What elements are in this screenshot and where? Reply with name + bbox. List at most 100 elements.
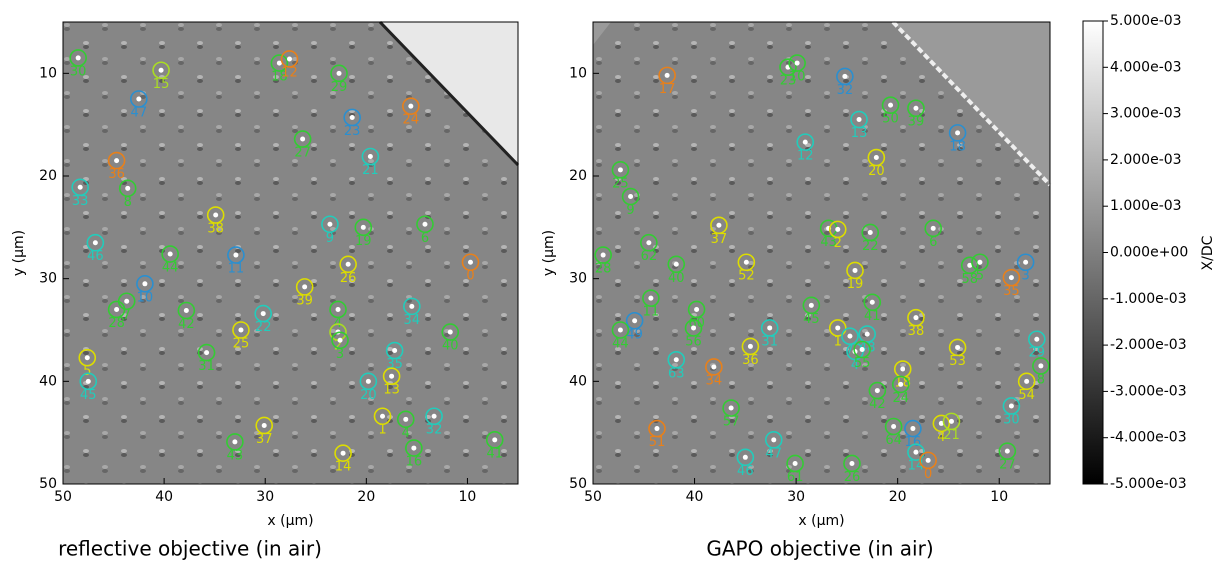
- marker: [904, 419, 922, 438]
- marker-label: 54: [1018, 388, 1035, 403]
- marker: [684, 319, 703, 337]
- y-axis-label: y (µm): [541, 230, 557, 276]
- spot-dot: [617, 167, 623, 173]
- y-tick-label: 20: [569, 168, 587, 184]
- spot-dot: [600, 252, 606, 258]
- spot-dot: [747, 343, 753, 349]
- spot-dot: [467, 259, 473, 265]
- marker-label: 24: [403, 113, 420, 128]
- marker-label: 36: [742, 353, 759, 368]
- spot-dot: [114, 158, 120, 164]
- marker-label: 6: [421, 231, 429, 246]
- marker-label: 13: [383, 383, 400, 398]
- marker-label: 21: [943, 428, 960, 443]
- marker-label: 7: [123, 308, 131, 323]
- y-tick-label: 50: [39, 476, 57, 492]
- marker-label: 35: [1003, 284, 1020, 299]
- marker: [741, 337, 760, 356]
- marker: [779, 58, 797, 76]
- spot-dot: [910, 426, 916, 432]
- spot-dot: [158, 67, 164, 73]
- x-tick-label: 30: [787, 489, 805, 505]
- spot-dot: [345, 261, 351, 267]
- marker: [405, 439, 423, 457]
- spot-dot: [492, 437, 498, 443]
- marker: [343, 108, 361, 127]
- x-tick-label: 50: [584, 489, 602, 505]
- marker: [786, 454, 804, 473]
- marker-label: 62: [641, 249, 658, 264]
- spot-dot: [408, 103, 414, 109]
- marker: [1002, 397, 1021, 415]
- marker-label: 53: [949, 354, 966, 369]
- marker: [254, 304, 273, 323]
- plot-frame: [592, 21, 1051, 485]
- marker: [361, 147, 380, 166]
- marker: [425, 407, 443, 426]
- x-tick-label: 20: [889, 489, 907, 505]
- marker-label: 24: [892, 391, 909, 406]
- marker: [760, 319, 779, 337]
- marker-label: 45: [803, 312, 820, 327]
- marker: [385, 341, 404, 360]
- x-axis-label: x (µm): [267, 513, 313, 529]
- marker-label: 30: [1003, 412, 1020, 427]
- marker-label: 57: [723, 415, 740, 430]
- spot-dot: [349, 114, 355, 120]
- colorbar: [1082, 20, 1104, 485]
- marker: [280, 50, 299, 68]
- marker: [396, 410, 415, 429]
- marker: [177, 301, 196, 320]
- marker-label: 44: [612, 337, 629, 352]
- marker-label: 49: [626, 327, 643, 342]
- plot-frame: [62, 21, 519, 485]
- marker: [625, 311, 644, 330]
- marker: [330, 64, 348, 83]
- spot-dot: [864, 331, 870, 337]
- marker-label: 32: [426, 423, 443, 438]
- marker: [868, 381, 887, 400]
- spot-dot: [792, 460, 798, 466]
- spot-dot: [389, 373, 395, 379]
- spot-dot: [835, 325, 841, 331]
- colorbar-tick-label: -2.000e-03: [1110, 337, 1187, 353]
- marker-label: 35: [386, 357, 403, 372]
- marker-label: 6: [929, 235, 937, 250]
- marker-label: 41: [486, 446, 503, 461]
- spot-dot: [302, 284, 308, 290]
- spot-dot: [955, 344, 961, 350]
- spot-dot: [913, 449, 919, 455]
- marker: [152, 61, 170, 80]
- marker: [461, 253, 480, 272]
- marker-label: 23: [780, 74, 797, 89]
- marker-label: 29: [331, 80, 348, 95]
- marker: [71, 178, 89, 197]
- spot-dot: [77, 184, 83, 190]
- marker: [648, 419, 666, 438]
- spot-dot: [1004, 448, 1010, 454]
- marker-label: 29: [1029, 346, 1046, 361]
- marker: [197, 343, 216, 362]
- marker: [295, 278, 314, 296]
- marker-label: 33: [72, 194, 89, 209]
- marker: [136, 274, 154, 293]
- spot-dot: [743, 259, 749, 265]
- marker: [960, 256, 979, 275]
- marker: [329, 300, 347, 319]
- marker: [416, 215, 434, 234]
- spot-dot: [337, 337, 343, 343]
- spot-dot: [1038, 363, 1044, 369]
- colorbar-label: X/DC: [1200, 235, 1216, 270]
- marker: [485, 431, 504, 449]
- marker-label: 26: [844, 470, 861, 485]
- y-tick-label: 10: [569, 65, 587, 81]
- marker: [919, 451, 937, 470]
- y-axis-label: y (µm): [11, 230, 27, 276]
- spot-dot: [1008, 275, 1014, 281]
- spot-dot: [849, 460, 855, 466]
- marker-label: 19: [355, 234, 372, 249]
- marker: [846, 261, 864, 280]
- spot-dot: [955, 130, 961, 136]
- spot-dot: [835, 226, 841, 232]
- marker-label: 47: [131, 106, 148, 121]
